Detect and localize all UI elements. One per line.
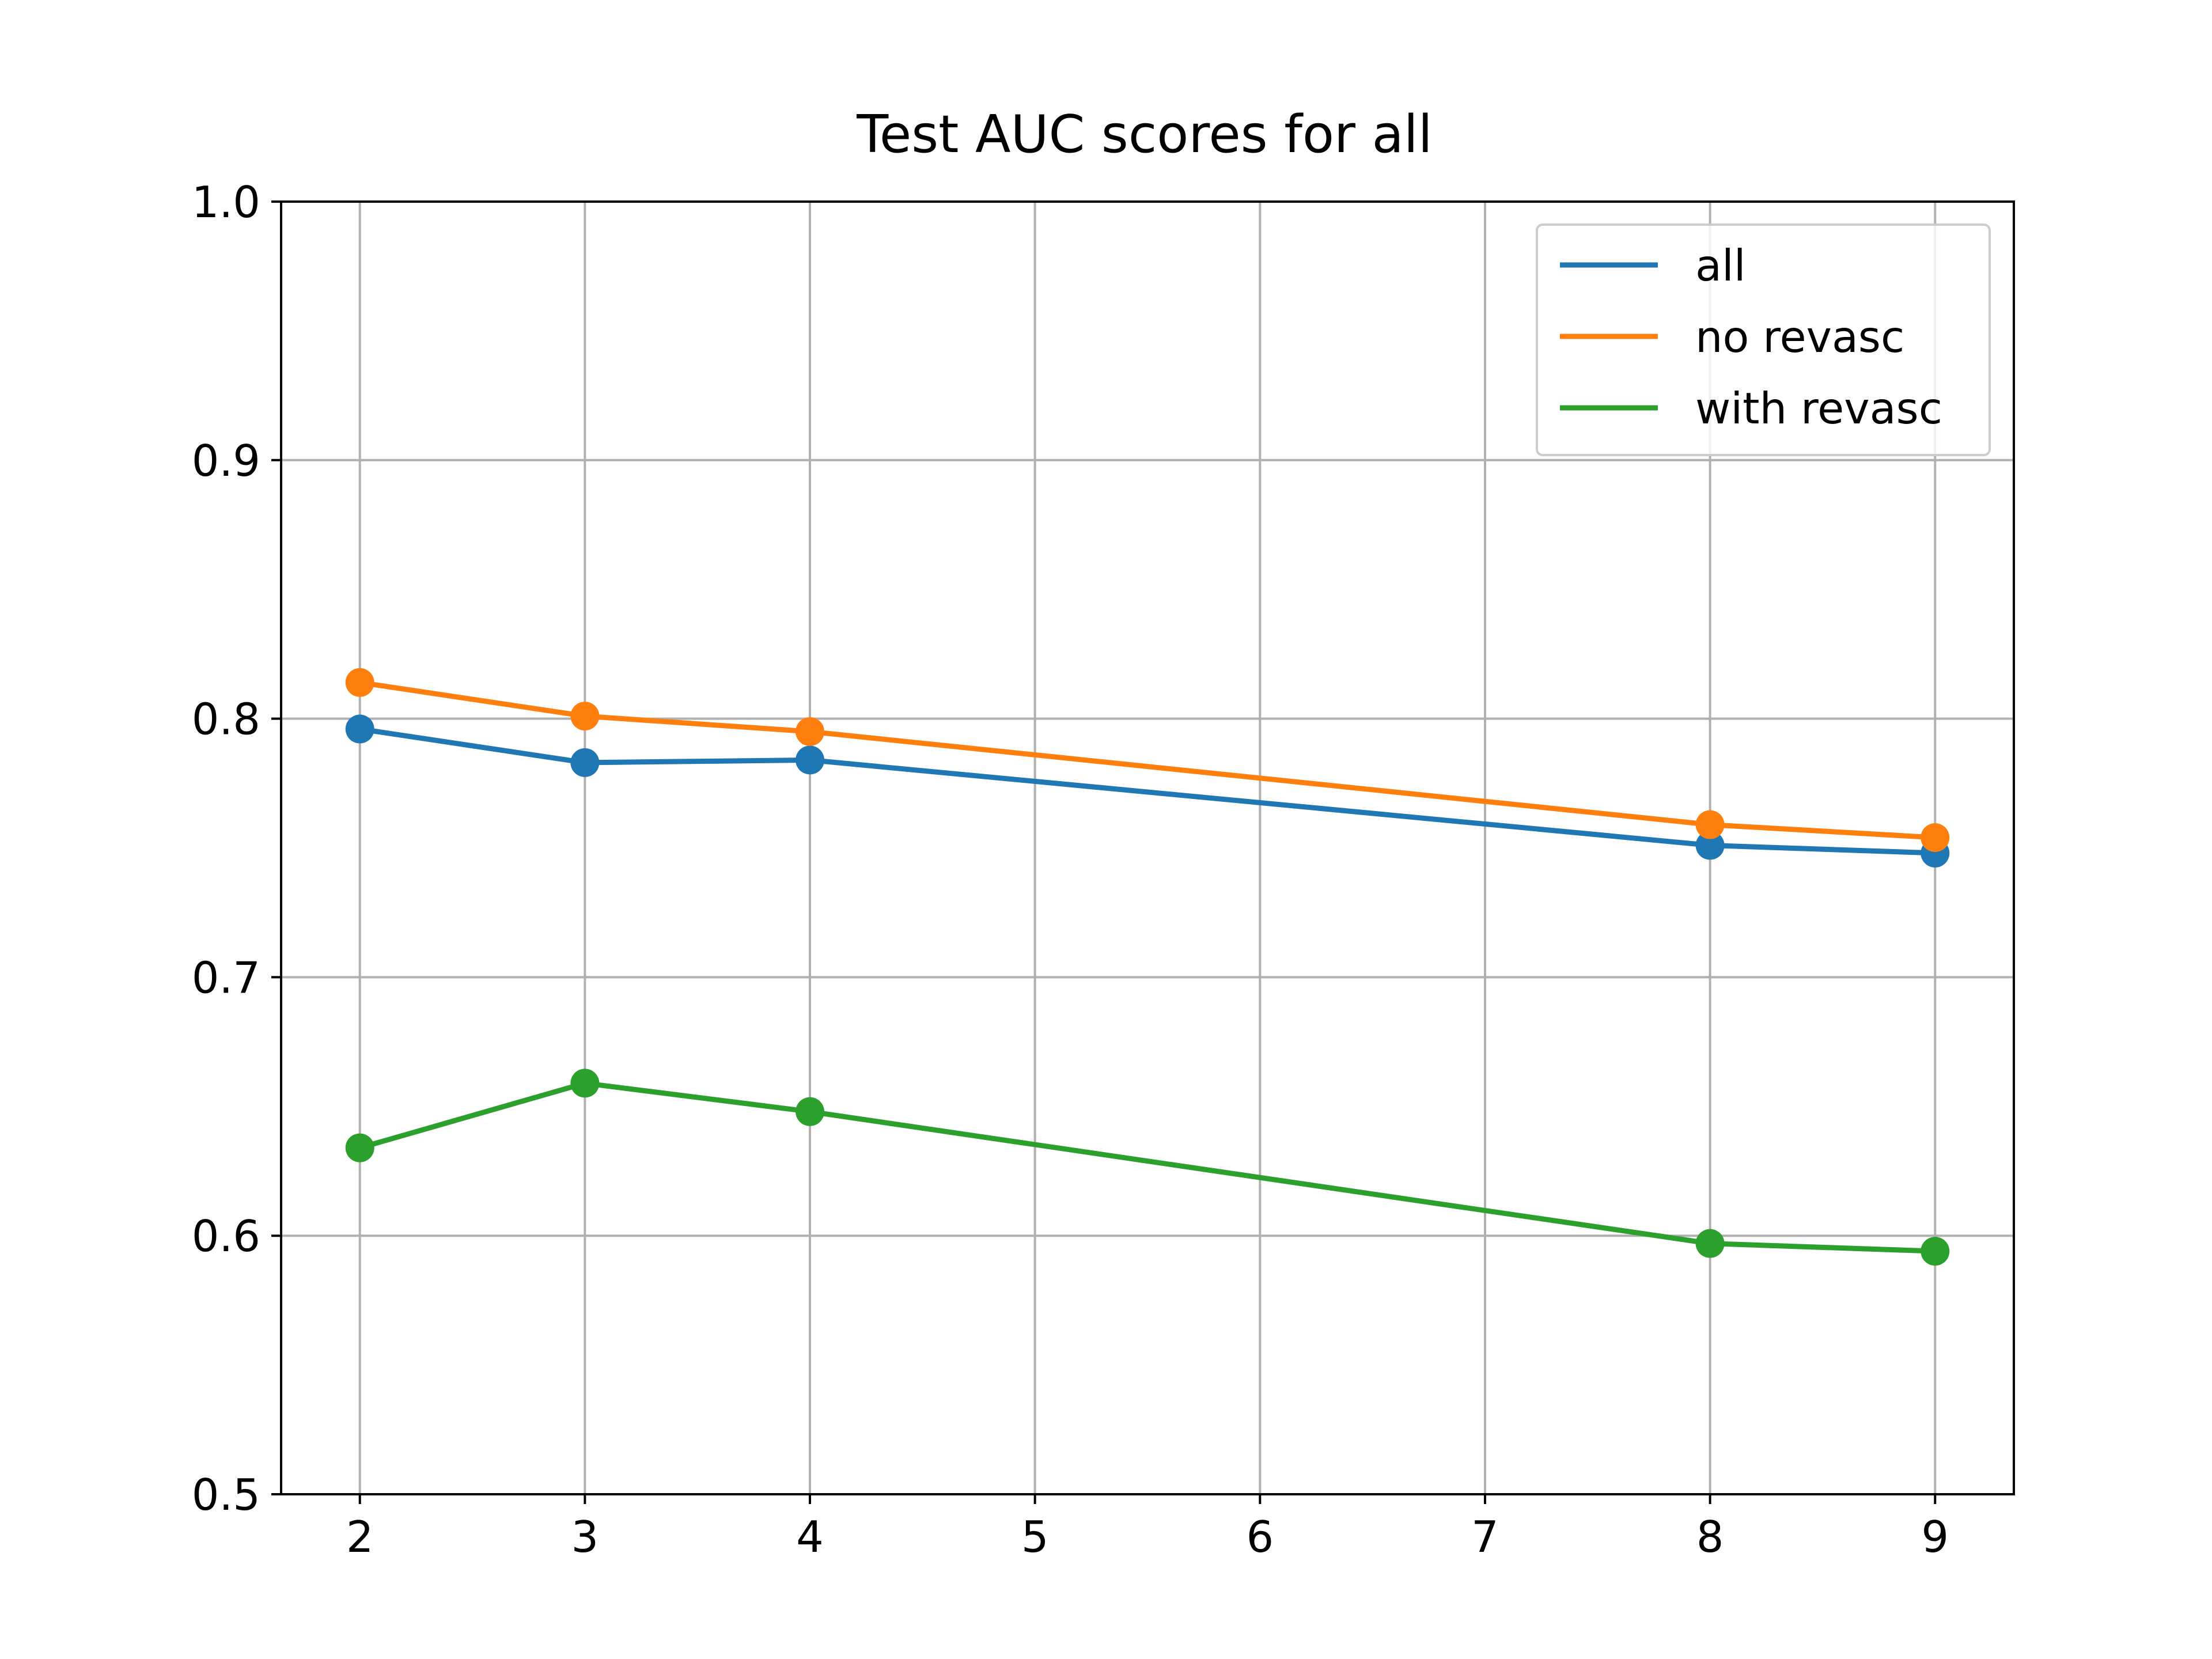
data-point xyxy=(1921,823,1950,853)
x-tick-label: 3 xyxy=(571,1512,599,1562)
y-tick-label: 0.8 xyxy=(192,694,260,745)
series-no-revasc xyxy=(345,668,1950,853)
data-point xyxy=(570,702,600,731)
x-tick-label: 6 xyxy=(1246,1512,1274,1562)
data-point xyxy=(345,668,374,697)
series-all xyxy=(345,714,1950,868)
series-with-revasc xyxy=(345,1069,1950,1266)
data-point xyxy=(345,714,374,744)
legend-label: all xyxy=(1695,240,1746,291)
data-point xyxy=(1921,1237,1950,1266)
legend: all no revasc with revasc xyxy=(1536,224,1991,456)
y-tick-label: 0.9 xyxy=(192,435,260,486)
legend-label: no revasc xyxy=(1695,312,1904,362)
legend-box xyxy=(1536,224,1991,456)
y-tick-label: 0.5 xyxy=(192,1469,260,1520)
legend-label: with revasc xyxy=(1695,383,1942,434)
data-point xyxy=(796,745,825,775)
y-tick-label: 1.0 xyxy=(192,177,260,228)
x-tick-label: 4 xyxy=(796,1512,824,1562)
x-tick-label: 7 xyxy=(1471,1512,1499,1562)
data-point xyxy=(570,748,600,777)
data-point xyxy=(796,717,825,747)
data-point xyxy=(345,1133,374,1162)
data-point xyxy=(796,1097,825,1126)
data-point xyxy=(1695,831,1725,860)
data-point xyxy=(1695,810,1725,839)
y-tick-label: 0.7 xyxy=(192,952,260,1003)
chart-title: Test AUC scores for all xyxy=(856,104,1433,165)
axis-ticks: 2 3 4 5 6 7 8 9 0.5 0.6 0.7 0.8 0.9 1.0 xyxy=(192,177,1949,1562)
plot-area-frame xyxy=(280,200,2015,1495)
x-tick-label: 9 xyxy=(1921,1512,1949,1562)
data-point xyxy=(570,1069,600,1098)
series-layer xyxy=(345,668,1950,1266)
data-point xyxy=(1695,1229,1725,1258)
y-tick-label: 0.6 xyxy=(192,1211,260,1262)
x-tick-label: 5 xyxy=(1021,1512,1049,1562)
x-tick-label: 8 xyxy=(1696,1512,1724,1562)
x-tick-label: 2 xyxy=(346,1512,374,1562)
